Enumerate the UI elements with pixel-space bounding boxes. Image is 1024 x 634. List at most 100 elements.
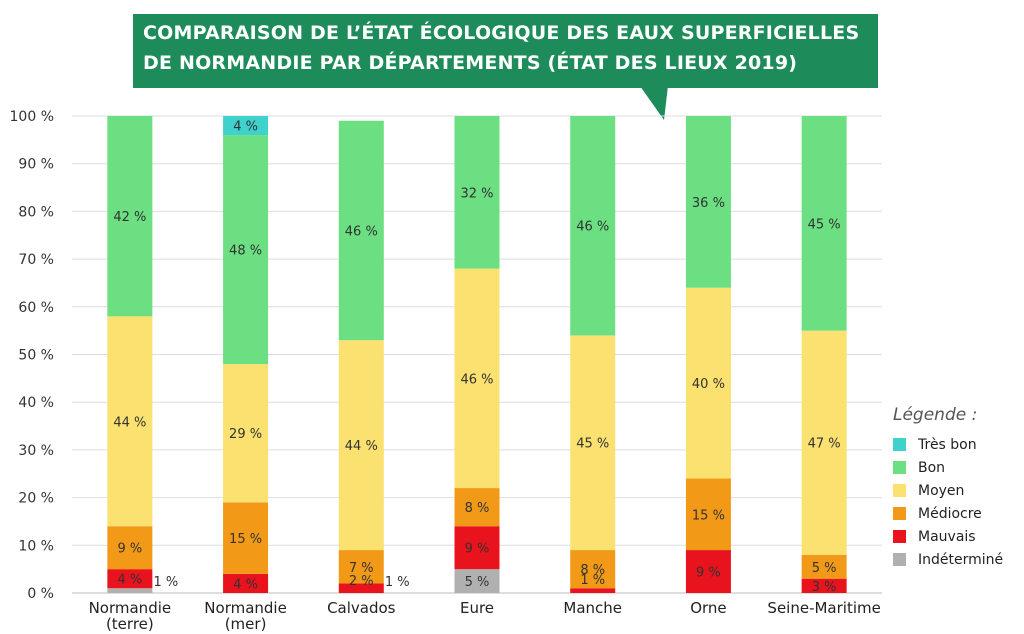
- data-label: 15 %: [692, 508, 725, 523]
- bar-segment: [107, 116, 153, 317]
- data-label: 46 %: [576, 220, 609, 235]
- data-label: 15 %: [229, 532, 262, 547]
- title-banner: [133, 14, 878, 88]
- x-tick-label: Normandie: [204, 599, 287, 617]
- legend-item: Moyen: [893, 479, 1003, 502]
- bar-segment: [454, 116, 500, 269]
- data-label: 9 %: [696, 566, 721, 581]
- legend-label: Indéterminé: [918, 551, 1004, 568]
- data-label: 8 %: [580, 563, 605, 578]
- annotation-label: 1 %: [153, 575, 178, 590]
- bar-segment: [338, 340, 384, 551]
- bar-segment: [223, 573, 269, 593]
- y-tick-label: 0 %: [27, 586, 54, 602]
- annotation-label: 1 %: [385, 575, 410, 590]
- bar-segment: [338, 583, 384, 593]
- data-label: 40 %: [692, 377, 725, 392]
- y-tick-label: 100 %: [10, 109, 54, 125]
- legend-item: Médiocre: [893, 502, 1003, 525]
- data-label: 7 %: [349, 561, 374, 576]
- bar-segment: [223, 502, 269, 574]
- legend-swatch: [893, 484, 906, 497]
- bars-layer: [107, 116, 847, 593]
- legend-label: Médiocre: [918, 505, 982, 522]
- bar-segment: [570, 550, 616, 589]
- bar-segment: [107, 588, 153, 593]
- data-label: 46 %: [345, 224, 378, 239]
- y-tick-label: 40 %: [18, 395, 54, 411]
- bar-segment: [570, 588, 616, 593]
- data-label: 45 %: [576, 437, 609, 452]
- data-label: 44 %: [345, 439, 378, 454]
- y-tick-label: 20 %: [18, 491, 54, 507]
- data-label: 48 %: [229, 244, 262, 259]
- data-label: 29 %: [229, 427, 262, 442]
- bar-segment: [454, 569, 500, 593]
- data-label: 4 %: [233, 577, 258, 592]
- data-label: 9 %: [465, 542, 490, 557]
- legend-swatch: [893, 507, 906, 520]
- data-label: 8 %: [465, 501, 490, 516]
- y-tick-label: 70 %: [18, 252, 54, 268]
- legend-swatch: [893, 461, 906, 474]
- bar-segment: [801, 578, 847, 593]
- legend-label: Mauvais: [918, 528, 976, 545]
- bar-segment: [801, 116, 847, 331]
- bar-segment: [223, 135, 269, 365]
- legend-label: Bon: [918, 459, 946, 476]
- y-tick-label: 60 %: [18, 300, 54, 316]
- data-label: 42 %: [113, 210, 146, 225]
- bar-segment: [570, 116, 616, 336]
- data-label: 45 %: [808, 217, 841, 232]
- x-tick-label: Calvados: [327, 599, 396, 617]
- y-tick-label: 10 %: [18, 538, 54, 554]
- bar-segment: [454, 488, 500, 527]
- data-label: 5 %: [812, 561, 837, 576]
- data-label: 3 %: [812, 580, 837, 595]
- data-label: 44 %: [113, 415, 146, 430]
- legend-item: Bon: [893, 456, 1003, 479]
- data-label: 36 %: [692, 196, 725, 211]
- y-tick-label: 30 %: [18, 443, 54, 459]
- annotation-label: 2 %: [349, 574, 374, 589]
- legend-label: Moyen: [918, 482, 965, 499]
- data-label: 4 %: [117, 573, 142, 588]
- bar-segment: [454, 268, 500, 489]
- data-label: 47 %: [808, 437, 841, 452]
- data-label: 5 %: [465, 575, 490, 590]
- bar-segment: [107, 316, 153, 527]
- bar-segment: [223, 116, 269, 136]
- x-tick-label: (terre): [106, 615, 154, 633]
- data-label: 32 %: [460, 186, 493, 201]
- bar-segment: [338, 120, 384, 341]
- bar-segment: [801, 554, 847, 579]
- data-label: 9 %: [117, 542, 142, 557]
- data-label: 46 %: [460, 372, 493, 387]
- bar-segment: [454, 526, 500, 570]
- bar-segment: [685, 550, 731, 593]
- bar-segment: [570, 335, 616, 551]
- bar-segment: [685, 287, 731, 479]
- legend-label: Très bon: [918, 436, 977, 453]
- bar-segment: [685, 478, 731, 551]
- bar-segment: [801, 330, 847, 555]
- legend-swatch: [893, 553, 906, 566]
- bar-segment: [338, 550, 384, 584]
- legend-swatch: [893, 438, 906, 451]
- annotation-label: 1 %: [580, 573, 605, 588]
- legend-item: Indéterminé: [893, 548, 1003, 571]
- title-banner-pointer: [640, 86, 668, 120]
- legend-title: Légende :: [893, 405, 978, 425]
- y-tick-label: 90 %: [18, 157, 54, 173]
- legend-item: Très bon: [893, 433, 1003, 456]
- chart-title: Comparaison de l’état écologique des eau…: [143, 22, 860, 74]
- axis-layer: 0 % 10 % 20 % 30 % 40 % 50 % 60 % 70 % 80 % 90 % 1…: [10, 109, 881, 633]
- bar-segment: [223, 364, 269, 503]
- bar-segment: [107, 569, 153, 589]
- legend-swatch: [893, 530, 906, 543]
- x-tick-label: Seine-Maritime: [767, 599, 880, 617]
- legend: Légende : Très bon Bon Moyen Médiocre Mauvai…: [893, 405, 1003, 571]
- x-tick-label: (mer): [225, 615, 267, 633]
- bar-segment: [685, 116, 731, 288]
- bar-segment: [107, 526, 153, 570]
